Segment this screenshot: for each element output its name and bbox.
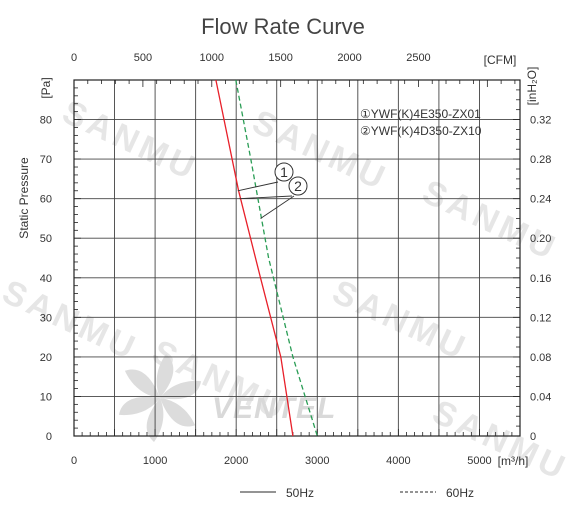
x-bottom-unit: [m³/h] [498,454,529,468]
x-top-tick-label: 2000 [337,52,361,64]
y-right-tick-label: 0.16 [530,273,551,285]
fan-blade-icon [160,398,196,427]
model-label: ①YWF(K)4E350-ZX01 [360,107,481,121]
model-list: ①YWF(K)4E350-ZX01 ②YWF(K)4D350-ZX10 [360,107,482,138]
callout-circle [274,162,294,182]
x-top-tick-label: 1500 [268,52,292,64]
y-right-tick-label: 0.04 [530,391,551,403]
grid [74,80,520,436]
x-top-tick-label: 0 [71,52,77,64]
callout-leader [239,195,293,200]
y-right-tick-label: 0 [530,431,536,443]
y-right-tick-label: 0.20 [530,233,551,245]
fan-blade-icon [118,396,160,416]
series-line-60Hz [235,79,318,437]
watermark: SANMU SANMUSANMUSANMUSANMUSANMUSANMUVENTE… [0,93,572,489]
legend-label: 50Hz [286,486,314,500]
x-top-tick-label: 500 [134,52,152,64]
watermark-text: SANMU [57,93,204,189]
fan-blade-icon [160,380,202,400]
y-left-tick-label: 0 [46,431,52,443]
callout-number: 2 [294,178,302,194]
fan-blade-icon [156,354,174,398]
y-left-tick-label: 10 [40,391,52,403]
y-right-tick-label: 0.24 [530,194,551,206]
y-left-tick-label: 70 [40,154,52,166]
model-label: ②YWF(K)4D350-ZX10 [360,124,482,138]
y-left-tick-label: 40 [40,273,52,285]
y-left-tick-label: 30 [40,312,52,324]
x-top-tick-label: 1000 [200,52,224,64]
y-left-tick-label: 20 [40,352,52,364]
x-bottom-tick-label: 1000 [143,455,167,467]
axis-labels: Static Pressure [Pa] [inH₂O] [CFM] [m³/h… [17,53,539,468]
y-right-tick-label: 0.12 [530,312,551,324]
watermark-text: SANMU [0,273,144,369]
y-right-tick-label: 0.28 [530,154,551,166]
x-top-tick-label: 2500 [406,52,430,64]
x-top-unit: [CFM] [484,53,517,67]
x-bottom-tick-label: 4000 [386,455,410,467]
x-bottom-tick-label: 3000 [305,455,329,467]
callout-leader [260,195,295,219]
y-right-tick-label: 0.32 [530,115,551,127]
chart-title: Flow Rate Curve [201,14,365,39]
legend-label: 60Hz [446,486,474,500]
curve-callouts: 12 [237,162,308,219]
watermark-text: SANMU [327,273,474,369]
watermark-text: SANMU [427,393,572,489]
y-right-tick-label: 0.08 [530,352,551,364]
brand-watermark: VENTEL [212,392,336,425]
series [215,79,318,437]
y-left-tick-label: 60 [40,194,52,206]
y-left-tick-label: 50 [40,233,52,245]
x-bottom-tick-label: 2000 [224,455,248,467]
y-left-unit: [Pa] [39,77,53,98]
y-axis-label: Static Pressure [17,157,31,239]
callout-number: 1 [280,164,288,180]
legend: 50Hz 60Hz [240,486,474,500]
y-right-unit: [inH₂O] [525,67,539,106]
callout-leader [237,181,279,192]
callout-circle [288,176,308,196]
series-line-50Hz [215,79,294,437]
x-bottom-tick-label: 5000 [467,455,491,467]
x-bottom-tick-label: 0 [71,455,77,467]
y-left-tick-label: 80 [40,115,52,127]
fan-blade-icon [124,369,160,398]
